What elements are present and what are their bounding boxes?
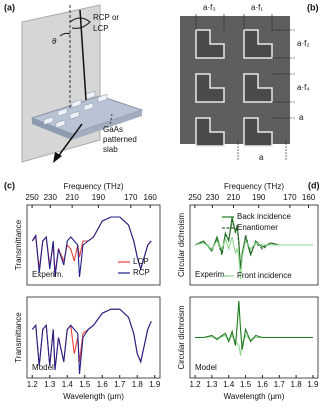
dimension-label: a·f₂ [297, 39, 309, 48]
slab-label: GaAs [103, 125, 123, 134]
panel-a-illustration: (a) RCP or LCP θ GaAs patterned slab [4, 2, 144, 163]
dimension-label: a·f₄ [297, 83, 310, 92]
x-tick-label: 1.7 [114, 380, 126, 389]
rotation-arrow [69, 17, 91, 29]
top-tick-label: 210 [65, 193, 79, 202]
top-tick-label: 250 [25, 193, 39, 202]
x-tick-label: 1.9 [149, 380, 161, 389]
panel-label: (b) [307, 2, 319, 12]
plane [21, 4, 101, 163]
annotation: Model [195, 363, 217, 372]
incident-arrow [79, 9, 87, 101]
legend-label: Enantiomer [237, 223, 278, 232]
y-axis-title: Circular dichroism [177, 213, 186, 277]
output-arrow [56, 123, 83, 159]
slab-side [32, 118, 72, 140]
dimension-lines [195, 14, 296, 160]
dimension-label: a·f₁ [251, 3, 263, 12]
x-tick-label: 1.3 [44, 380, 56, 389]
top-tick-label: 230 [206, 193, 220, 202]
y-axis-title: Transmittance [14, 219, 23, 270]
l-shapes [195, 29, 273, 147]
top-axis-title: Frequency (THz) [224, 182, 284, 191]
dimension-label: a [259, 153, 264, 162]
top-tick-label: 190 [92, 193, 106, 202]
top-tick-label: 210 [227, 193, 241, 202]
x-tick-label: 1.7 [274, 380, 286, 389]
x-tick-label: 1.6 [97, 380, 109, 389]
plot-frame [189, 204, 319, 286]
slab-label: slab [103, 145, 118, 154]
dimension-label: a [299, 113, 304, 122]
series-line [31, 308, 152, 375]
leader [109, 113, 113, 126]
x-tick-label: 1.5 [240, 380, 252, 389]
x-axis-title: Wavelength (μm) [63, 392, 124, 401]
series-line [195, 334, 313, 356]
panel-b-micrograph: (b) a·f₃ a·f₁ a·f₂ a·f₄ a a [180, 2, 319, 162]
x-tick-label: 1.4 [223, 380, 235, 389]
slab-blocks [43, 90, 108, 129]
x-tick-label: 1.2 [27, 380, 39, 389]
series-line [195, 301, 313, 350]
top-tick-label: 170 [283, 193, 297, 202]
annotation: Model [32, 363, 54, 372]
y-axis-title: Transmittance [14, 312, 23, 363]
y-axis-title: Circular dichroism [177, 305, 186, 369]
panel-label: (d) [308, 180, 320, 190]
plot-frame [26, 296, 161, 379]
x-axis-title: Wavelength (μm) [224, 392, 285, 401]
top-tick-label: 160 [302, 193, 316, 202]
dimension-label: a·f₃ [203, 3, 216, 12]
series-line [194, 236, 313, 280]
annotation: Experim. [32, 270, 64, 279]
x-tick-label: 1.6 [257, 380, 269, 389]
legend-label: Front incidence [237, 271, 292, 280]
x-tick-label: 1.5 [79, 380, 91, 389]
legend-label: Back incidence [237, 212, 291, 221]
x-tick-label: 1.9 [307, 380, 319, 389]
slab-label: patterned [103, 135, 137, 144]
angle-label: θ [52, 37, 57, 46]
annotation: Experim. [195, 270, 227, 279]
angle-arc [59, 32, 71, 37]
top-tick-label: 170 [124, 193, 138, 202]
x-tick-label: 1.2 [189, 380, 201, 389]
top-tick-label: 190 [252, 193, 266, 202]
slab-side [72, 110, 142, 140]
legend-label: RCP [133, 268, 150, 277]
polarization-label: RCP or [93, 13, 119, 22]
arrow-head [53, 152, 62, 163]
top-tick-label: 230 [44, 193, 58, 202]
panel-label: (c) [4, 180, 15, 190]
plot-frame [26, 204, 161, 286]
polarization-label: LCP [93, 24, 109, 33]
series-line [31, 216, 152, 278]
x-tick-label: 1.8 [132, 380, 144, 389]
top-tick-label: 250 [188, 193, 202, 202]
plot-frame [189, 296, 319, 379]
x-tick-label: 1.4 [62, 380, 74, 389]
x-tick-label: 1.3 [206, 380, 218, 389]
x-tick-label: 1.8 [291, 380, 303, 389]
panel-label: (a) [4, 2, 15, 12]
top-tick-label: 160 [144, 193, 158, 202]
legend-label: LCP [133, 257, 149, 266]
top-axis-title: Frequency (THz) [63, 182, 123, 191]
